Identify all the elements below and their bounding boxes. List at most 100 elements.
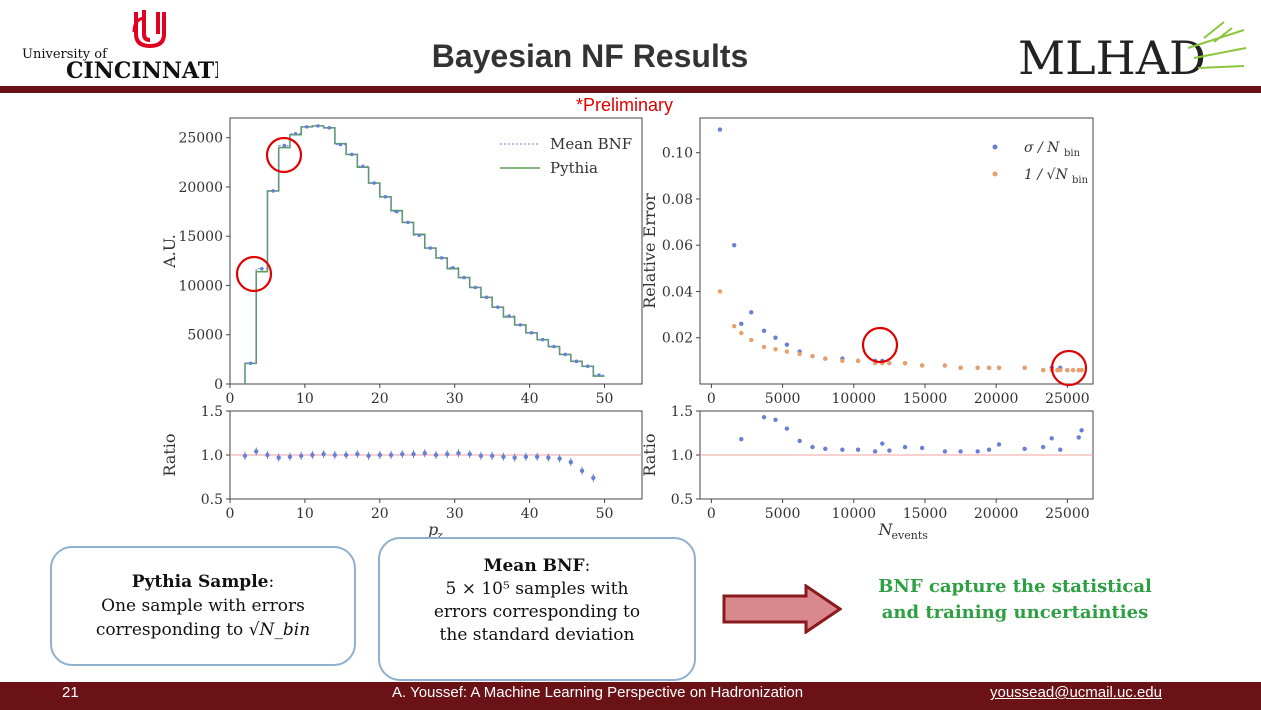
y-tick-label: 15000	[178, 229, 223, 245]
y-tick-label: 10000	[178, 278, 223, 294]
ratio-point	[512, 455, 517, 460]
x-tick-label: 15000	[903, 506, 948, 522]
mlhad-logo: MLHAD	[1018, 21, 1247, 85]
y-tick-label: 0.06	[662, 238, 693, 254]
bnf-point	[394, 209, 399, 214]
y-tick-label: 0.10	[662, 146, 693, 162]
axes-frame	[229, 117, 643, 385]
ratio-point	[579, 468, 585, 474]
x-tick-label: 20000	[974, 506, 1019, 522]
ratio-point	[773, 417, 778, 422]
ratio-point	[880, 441, 885, 446]
ratio-point	[400, 451, 405, 457]
ratio-point	[1076, 435, 1081, 440]
x-tick-label: 25000	[1045, 506, 1090, 522]
ratio-point	[343, 452, 349, 458]
y-axis-label: Ratio	[640, 433, 659, 476]
bnf-point	[327, 126, 332, 130]
ratio-point	[823, 446, 828, 452]
sigma-point	[749, 310, 754, 315]
legend-label-sigma: σ / N	[1024, 140, 1060, 156]
sqrt-point	[749, 337, 754, 343]
sqrt-point	[887, 360, 892, 366]
ratio-point	[489, 453, 495, 459]
sqrt-point	[1058, 367, 1063, 373]
x-tick-label: 5000	[765, 506, 801, 522]
title-divider	[0, 86, 1261, 93]
sigma-point	[773, 335, 778, 340]
pythia-box-title: Pythia Sample	[131, 572, 269, 592]
ratio-point	[287, 454, 293, 459]
bnf-point	[451, 265, 455, 270]
footer-title: A. Youssef: A Machine Learning Perspecti…	[392, 684, 804, 701]
sqrt-point	[773, 347, 778, 352]
highlight-circle	[1050, 349, 1088, 387]
y-axis-label: A.U.	[160, 234, 179, 269]
y-tick-label: 1.5	[671, 404, 693, 420]
highlight-circles	[235, 136, 1088, 387]
ratio-point	[591, 475, 596, 481]
bnf-point	[563, 352, 568, 357]
y-tick-label: 1.0	[201, 448, 223, 464]
x-axis-label-n: N	[878, 520, 894, 539]
ratio-point	[276, 455, 281, 460]
ratio-point	[456, 451, 461, 456]
ratio-point	[1079, 428, 1084, 433]
y-tick-label: 5000	[187, 328, 223, 344]
ratio-point	[872, 449, 878, 454]
legend-label-sqrt: 1 / √N	[1024, 167, 1068, 183]
y-axis-label: Relative Error	[640, 193, 659, 309]
y-tick-label: 25000	[178, 131, 223, 147]
svg-text:University of: University of	[22, 47, 108, 62]
ratio-point	[1049, 436, 1054, 441]
ratio-point	[501, 454, 506, 459]
sqrt-point	[986, 365, 992, 371]
footer-email-link[interactable]: youssead@ucmail.uc.edu	[990, 684, 1162, 701]
ratio-point	[523, 454, 529, 459]
sqrt-point	[855, 358, 861, 364]
bnf-point	[439, 256, 444, 260]
bnf-point	[372, 181, 377, 185]
bnf-point	[282, 143, 287, 148]
bnf-box-line1: 5 × 10⁵ samples with	[445, 579, 629, 599]
x-tick-label: 10000	[832, 506, 877, 522]
ratio-point	[902, 444, 908, 450]
x-tick-label: 30	[446, 391, 464, 407]
bnf-point	[417, 233, 421, 238]
x-tick-label: 0	[226, 506, 235, 522]
ratio-point	[478, 453, 484, 459]
bnf-point	[338, 142, 343, 147]
legend-sub-sqrt: bin	[1072, 175, 1089, 186]
sqrt-point	[996, 365, 1002, 371]
ratio-point	[377, 452, 383, 458]
ratio-point	[321, 451, 326, 457]
ratio-point	[568, 459, 574, 465]
bnf-point	[293, 131, 298, 136]
pythia-box-colon: :	[268, 572, 275, 592]
pythia-sample-box: Pythia Sample: One sample with errors co…	[50, 546, 356, 666]
bnf-point	[473, 285, 478, 290]
sigma-point	[739, 321, 744, 327]
highlight-circle	[265, 136, 303, 174]
sqrt-point	[739, 330, 744, 336]
y-tick-label: 0.5	[671, 492, 693, 508]
svg-text:CINCINNATI: CINCINNATI	[66, 58, 218, 80]
sqrt-point	[919, 363, 925, 368]
sqrt-point	[840, 358, 845, 364]
x-tick-label: 40	[521, 506, 539, 522]
ratio-point	[1022, 446, 1027, 452]
ratio-point	[254, 449, 259, 454]
bnf-point	[496, 305, 500, 309]
slide-title: Bayesian NF Results	[431, 38, 749, 74]
ratio-point	[298, 453, 304, 459]
highlight-circle	[861, 326, 899, 364]
ratio-point	[445, 451, 450, 457]
ratio-point	[433, 452, 439, 458]
x-axis-label-sub: z	[436, 529, 443, 542]
y-axis-label: Ratio	[160, 433, 179, 476]
ratio-point	[422, 451, 427, 456]
sqrt-point	[761, 344, 767, 350]
bnf-point	[574, 359, 579, 364]
sqrt-point	[731, 323, 737, 329]
sqrt-point	[797, 351, 802, 357]
